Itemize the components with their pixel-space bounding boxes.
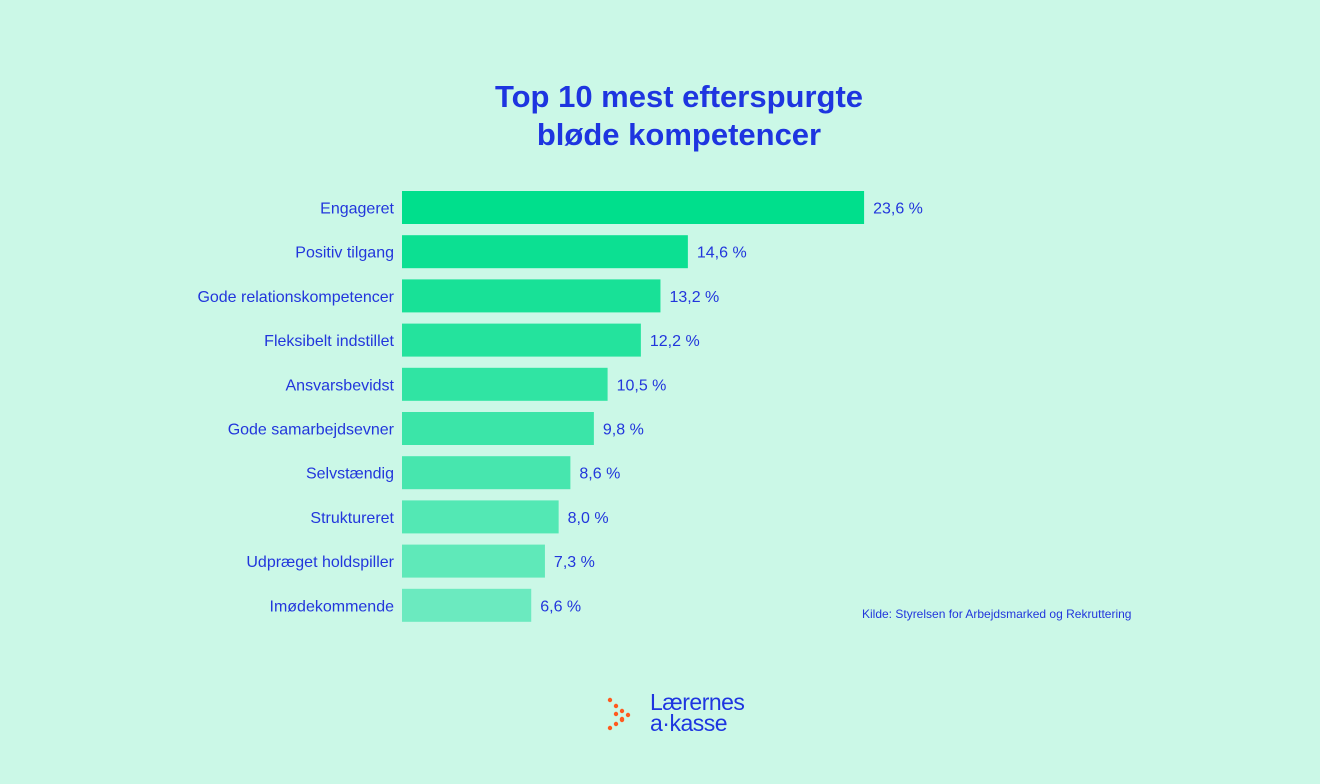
category-label: Ansvarsbevidst: [286, 377, 395, 394]
value-label: 8,0 %: [568, 510, 609, 527]
logo-dot: [613, 711, 619, 717]
value-label: 13,2 %: [669, 289, 719, 306]
value-label: 10,5 %: [617, 377, 667, 394]
value-label: 7,3 %: [554, 554, 595, 571]
value-label: 8,6 %: [579, 466, 620, 483]
category-label: Gode samarbejdsevner: [228, 422, 395, 439]
value-label: 12,2 %: [650, 333, 700, 350]
bar-8: [402, 544, 545, 578]
category-label: Positiv tilgang: [295, 245, 394, 262]
value-label: 9,8 %: [603, 422, 644, 439]
category-label: Struktureret: [310, 510, 394, 527]
logo-dot: [613, 721, 619, 727]
category-label: Imødekommende: [270, 598, 395, 615]
source-note: Kilde: Styrelsen for Arbejdsmarked og Re…: [862, 607, 1132, 621]
category-label: Engageret: [320, 201, 394, 218]
bar-1: [402, 235, 688, 269]
logo-line-1: Lærernes: [650, 689, 745, 715]
bar-6: [402, 456, 571, 490]
value-label: 23,6 %: [873, 201, 923, 218]
category-label: Fleksibelt indstillet: [264, 333, 394, 350]
bar-5: [402, 412, 594, 445]
bar-0: [402, 191, 865, 224]
logo-dot: [607, 725, 613, 731]
bar-3: [402, 323, 641, 357]
logo-dot: [619, 717, 625, 723]
bar-2: [402, 279, 661, 313]
value-label: 14,6 %: [697, 245, 747, 262]
title-line-2: bløde kompetencer: [536, 117, 822, 152]
logo-line-2: a·kasse: [650, 710, 728, 736]
logo-dot: [607, 697, 613, 703]
logo-dot: [619, 708, 625, 714]
bar-7: [402, 500, 559, 534]
logo-dot: [613, 703, 619, 709]
category-label: Udpræget holdspiller: [246, 554, 394, 571]
title-line-1: Top 10 mest efterspurgte: [494, 79, 864, 114]
value-label: 6,6 %: [540, 598, 581, 615]
bar-9: [402, 588, 532, 622]
logo-dots-icon: [607, 697, 631, 731]
chart-title: Top 10 mest efterspurgte bløde kompetenc…: [0, 78, 1320, 154]
logo-dot: [625, 712, 631, 718]
category-label: Gode relationskompetencer: [197, 289, 394, 306]
category-label: Selvstændig: [306, 466, 394, 483]
bar-4: [402, 367, 608, 401]
logo: Lærernes a·kasse: [606, 689, 766, 742]
